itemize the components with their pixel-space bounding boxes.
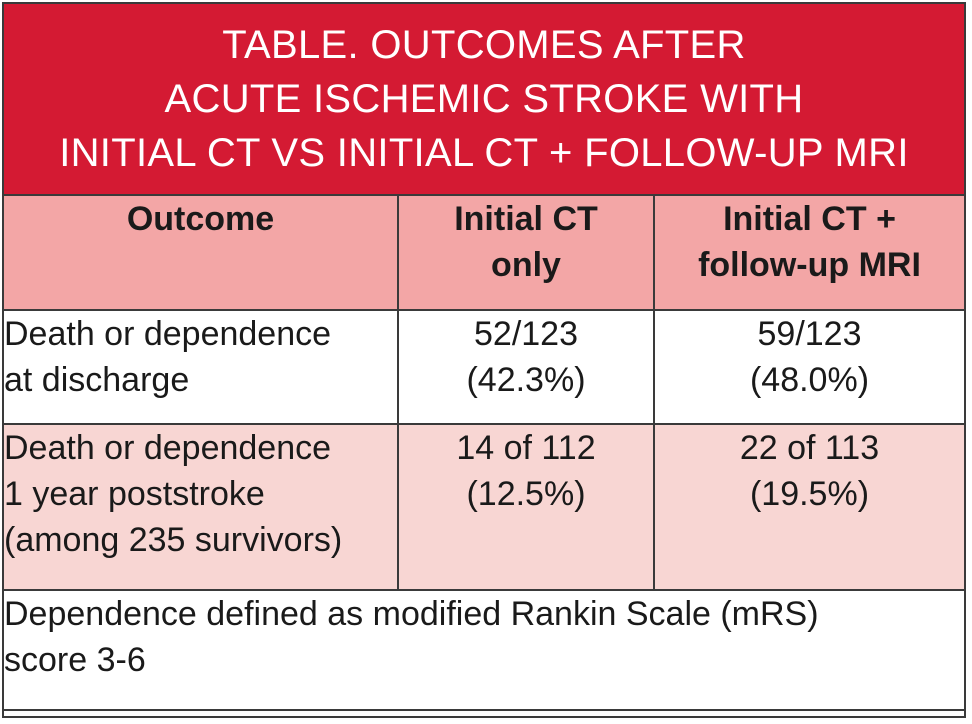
ct-only-cell: 14 of 112 (12.5%) [397,423,655,591]
outcome-cell: Death or dependence 1 year poststroke (a… [4,423,399,591]
table-row: Death or dependence 1 year poststroke (a… [4,423,964,591]
table-header-row: Outcome Initial CT only Initial CT + fol… [4,196,964,311]
column-header-initial-ct-only: Initial CT only [397,196,655,311]
ct-only-cell: 52/123 (42.3%) [397,309,655,425]
title-line: INITIAL CT VS INITIAL CT + FOLLOW-UP MRI [59,131,909,175]
title-line: TABLE. OUTCOMES AFTER [222,23,746,67]
column-header-initial-ct-mri: Initial CT + follow-up MRI [653,196,964,311]
ct-mri-cell: 59/123 (48.0%) [653,309,964,425]
footnote-row: Dependence defined as modified Rankin Sc… [4,589,964,711]
table-row: Death or dependence at discharge 52/123 … [4,309,964,425]
outcome-cell: Death or dependence at discharge [4,309,399,425]
title-line: ACUTE ISCHEMIC STROKE WITH [164,77,804,121]
ct-mri-cell: 22 of 113 (19.5%) [653,423,964,591]
outcomes-table: Outcome Initial CT only Initial CT + fol… [4,196,964,711]
table-title: TABLE. OUTCOMES AFTER ACUTE ISCHEMIC STR… [4,4,964,196]
column-header-outcome: Outcome [4,196,399,311]
footnote: Dependence defined as modified Rankin Sc… [4,589,964,711]
